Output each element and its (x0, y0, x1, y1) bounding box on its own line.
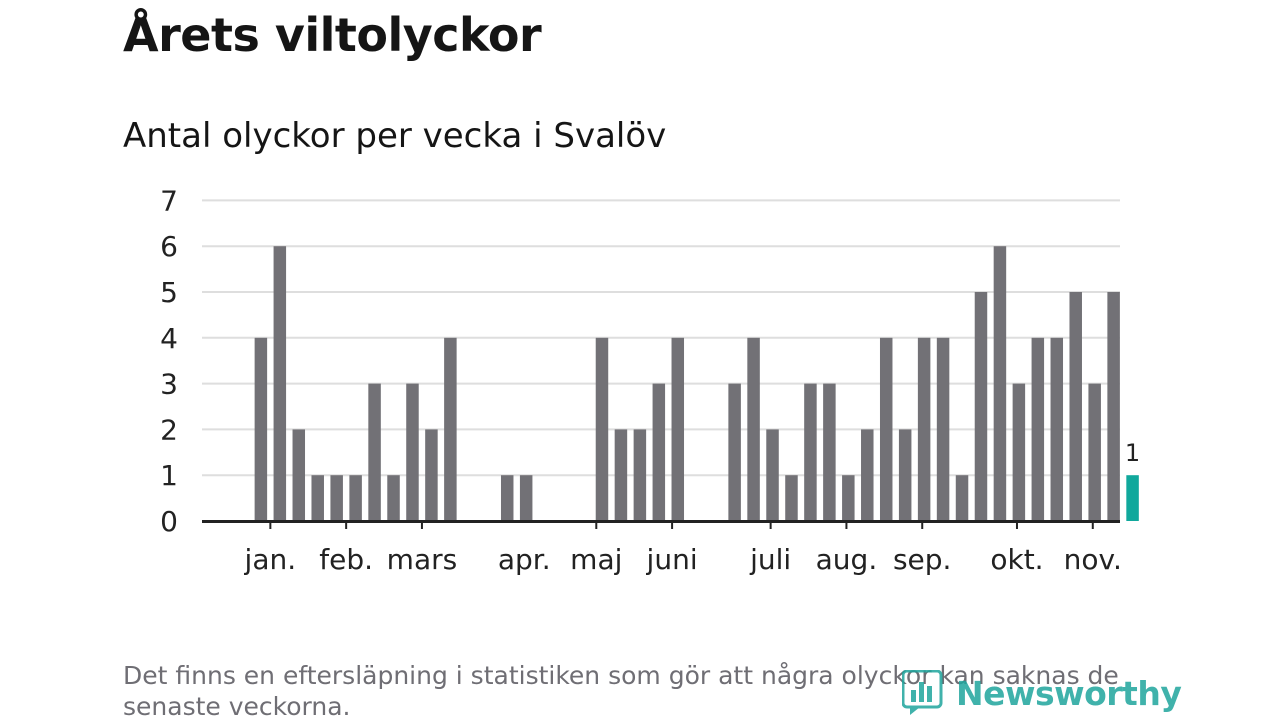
y-tick-label: 7 (160, 184, 178, 217)
x-tick-label: nov. (1064, 543, 1122, 576)
bar (406, 383, 419, 521)
bar (766, 429, 779, 521)
x-tick-label: maj (570, 543, 622, 576)
bar (292, 429, 306, 521)
bar (519, 475, 533, 521)
footnote: Det finns en eftersläpning i statistiken… (123, 661, 1119, 721)
bar (652, 383, 666, 521)
bar (330, 475, 343, 521)
x-tick-label: jan. (244, 543, 297, 576)
bar (273, 246, 287, 521)
logo-text: Newsworthy (956, 673, 1182, 713)
y-tick-label: 3 (160, 368, 178, 401)
y-tick-label: 2 (160, 413, 178, 446)
bar (879, 337, 893, 521)
bar (671, 337, 685, 521)
bar-chart-logo-icon (902, 670, 943, 715)
newsworthy-logo: Newsworthy (902, 670, 1182, 716)
bar (444, 337, 457, 521)
bar (254, 337, 268, 521)
bar (936, 337, 950, 521)
x-tick-label: juni (646, 543, 698, 576)
x-tick-label: mars (387, 543, 458, 576)
bar (368, 383, 381, 521)
bar (595, 337, 609, 521)
bar (861, 429, 874, 521)
x-tick-label: aug. (816, 543, 878, 576)
highlight-data-label: 1 (1125, 439, 1140, 467)
x-tick-label: apr. (498, 543, 551, 576)
bar (917, 337, 931, 521)
y-tick-label: 6 (160, 230, 178, 263)
bars: 1 (254, 246, 1140, 521)
x-tick-label: feb. (319, 543, 373, 576)
y-tick-label: 1 (160, 459, 178, 492)
bar (747, 337, 760, 521)
bar (349, 475, 362, 521)
bar (1088, 383, 1101, 521)
bar (728, 383, 741, 521)
chart-title: Årets viltolyckor (123, 8, 542, 62)
x-tick-label: juli (749, 543, 791, 576)
bar (311, 475, 324, 521)
bar (614, 429, 628, 521)
y-axis-ticks: 0 1 2 3 4 5 6 7 (160, 184, 178, 538)
x-tick-label: okt. (990, 543, 1043, 576)
bar (804, 383, 817, 521)
bar (974, 292, 988, 521)
bar (993, 246, 1007, 521)
bar (842, 475, 855, 521)
bar (1069, 292, 1082, 521)
bar (1050, 337, 1064, 521)
chart-subtitle: Antal olyckor per vecka i Svalöv (123, 116, 667, 156)
bar (785, 475, 798, 521)
bar (823, 383, 836, 521)
bar (387, 475, 400, 521)
bar (1107, 292, 1120, 521)
bar (425, 429, 438, 521)
bar-chart: 0 1 2 3 4 5 6 7 1 jan. feb. mars apr. maj juni juli au… (160, 184, 1140, 576)
y-tick-label: 0 (160, 505, 178, 538)
bar (898, 429, 912, 521)
bar-highlight (1126, 475, 1139, 521)
bar (500, 475, 514, 521)
x-axis-ticks: jan. feb. mars apr. maj juni juli aug. sep. okt. n… (244, 521, 1122, 576)
x-tick-label: sep. (893, 543, 952, 576)
bar (1031, 337, 1045, 521)
y-tick-label: 5 (160, 276, 178, 309)
y-tick-label: 4 (160, 322, 178, 355)
bar (955, 475, 969, 521)
bar (1012, 383, 1026, 521)
bar (633, 429, 647, 521)
